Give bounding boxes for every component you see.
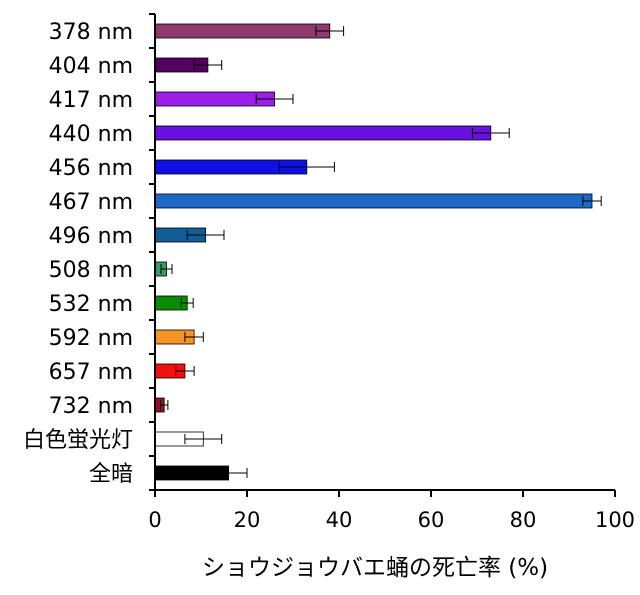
- category-label: 496 nm: [49, 224, 133, 249]
- error-bar: [193, 60, 223, 70]
- x-tick-label: 0: [148, 508, 161, 532]
- error-bar: [278, 162, 335, 172]
- x-axis-ticks: 0 20 40 60 80 100: [148, 490, 635, 532]
- category-label: 417 nm: [49, 88, 133, 113]
- bar: [154, 193, 593, 209]
- category-label: 592 nm: [49, 326, 133, 351]
- category-label: 全暗: [89, 462, 133, 487]
- x-tick-label: 100: [595, 508, 635, 532]
- category-label: 白色蛍光灯: [23, 428, 133, 453]
- error-bar: [471, 128, 510, 138]
- error-bar: [180, 298, 194, 308]
- x-tick-label: 60: [418, 508, 445, 532]
- error-bar: [582, 196, 602, 206]
- error-bar: [184, 332, 204, 342]
- category-label: 657 nm: [49, 360, 133, 385]
- bar: [154, 125, 492, 141]
- error-bar: [209, 468, 248, 478]
- category-label: 508 nm: [49, 258, 133, 283]
- error-bar: [315, 26, 345, 36]
- error-bars: [160, 26, 602, 478]
- error-bar: [160, 400, 169, 410]
- x-tick-label: 80: [510, 508, 537, 532]
- x-tick-label: 20: [234, 508, 261, 532]
- x-tick-label: 40: [326, 508, 353, 532]
- category-label: 440 nm: [49, 122, 133, 147]
- error-bar: [184, 434, 223, 444]
- x-axis-title: ショウジョウバエ蛹の死亡率 (%): [202, 555, 548, 581]
- error-bar: [186, 230, 225, 240]
- bars: [154, 23, 593, 481]
- category-labels: 378 nm 404 nm 417 nm 440 nm 456 nm 467 nm 496 …: [23, 20, 133, 487]
- error-bar: [255, 94, 294, 104]
- category-label: 404 nm: [49, 54, 133, 79]
- category-label: 378 nm: [49, 20, 133, 45]
- category-label: 532 nm: [49, 292, 133, 317]
- error-bar: [160, 264, 173, 274]
- category-label: 732 nm: [49, 394, 133, 419]
- y-axis-ticks: [149, 13, 155, 491]
- bar: [154, 23, 331, 39]
- category-label: 467 nm: [49, 190, 133, 215]
- category-label: 456 nm: [49, 156, 133, 181]
- error-bar: [175, 366, 195, 376]
